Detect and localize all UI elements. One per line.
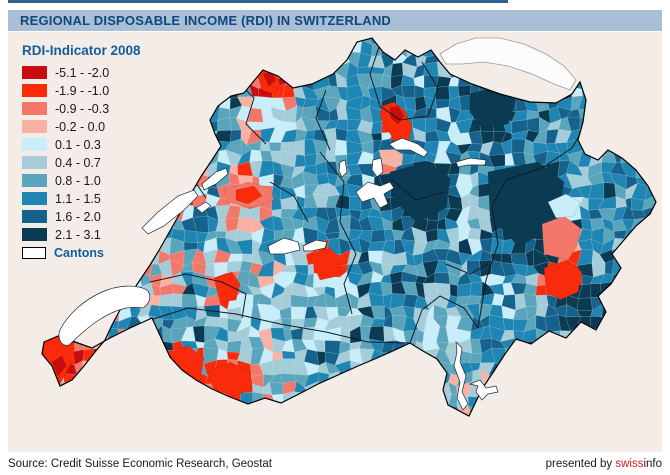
legend-label: -1.9 - -1.0 [55, 83, 110, 98]
legend-row: 1.1 - 1.5 [22, 191, 141, 206]
legend-swatch [22, 102, 47, 115]
lake-constance [439, 37, 577, 91]
source-text: Source: Credit Suisse Economic Research,… [8, 457, 272, 470]
canton-border [319, 151, 357, 315]
lake-thun [267, 237, 301, 255]
lake-biel [201, 167, 229, 191]
legend-swatch [22, 192, 47, 205]
legend-label: -0.9 - -0.3 [55, 101, 110, 116]
lake-zug [371, 157, 384, 178]
cantons-label: Cantons [54, 245, 104, 260]
top-stripe [8, 0, 508, 3]
region-geneva-darkred [51, 355, 67, 377]
presented-by: presented by swissinfo [546, 458, 662, 470]
canton-border [369, 43, 439, 121]
legend-swatch [22, 120, 47, 133]
legend-row: 1.6 - 2.0 [22, 209, 141, 224]
legend-label: -0.2 - 0.0 [55, 119, 106, 134]
presented-by-label: presented by [545, 457, 616, 470]
legend-label: 0.1 - 0.3 [55, 137, 101, 152]
page-title: REGIONAL DISPOSABLE INCOME (RDI) IN SWIT… [20, 13, 391, 28]
region-engadin-cyan [547, 193, 581, 219]
lake-murten [195, 201, 212, 214]
legend: RDI-Indicator 2008 -5.1 - -2.0 -1.9 - -1.… [22, 43, 141, 264]
canton-border [477, 179, 507, 329]
legend-label: 0.4 - 0.7 [55, 155, 101, 170]
legend-swatch [22, 84, 47, 97]
legend-swatch [22, 66, 47, 79]
legend-row: -0.2 - 0.0 [22, 119, 141, 134]
canton-border [391, 179, 445, 201]
map-area: RDI-Indicator 2008 -5.1 - -2.0 -1.9 - -1.… [8, 32, 662, 452]
legend-swatch [22, 228, 47, 241]
canton-border [269, 181, 309, 223]
legend-row: 2.1 - 3.1 [22, 227, 141, 242]
region-chateau-doex-red [213, 271, 241, 303]
legend-label: 0.8 - 1.0 [55, 173, 101, 188]
legend-row: -1.9 - -1.0 [22, 83, 141, 98]
legend-rows: -5.1 - -2.0 -1.9 - -1.0 -0.9 - -0.3 -0.2 - … [22, 65, 141, 242]
region-biel-red [235, 185, 263, 205]
legend-swatch [22, 156, 47, 169]
legend-row: 0.8 - 1.0 [22, 173, 141, 188]
lake-geneva [58, 285, 151, 346]
region-schwyz-dark [389, 161, 451, 223]
legend-row: -5.1 - -2.0 [22, 65, 141, 80]
canton-border [149, 273, 247, 319]
legend-label: 2.1 - 3.1 [55, 227, 101, 242]
legend-row-cantons: Cantons [22, 245, 141, 260]
canton-border [409, 295, 479, 344]
legend-swatch [22, 210, 47, 223]
legend-swatch [22, 138, 47, 151]
lake-lucerne [355, 181, 395, 209]
title-bar: REGIONAL DISPOSABLE INCOME (RDI) IN SWIT… [8, 10, 662, 31]
legend-row: 0.4 - 0.7 [22, 155, 141, 170]
legend-label: 1.6 - 2.0 [55, 209, 101, 224]
lake-sarnen [338, 159, 348, 178]
legend-label: -5.1 - -2.0 [55, 65, 110, 80]
brand-swiss: swiss [615, 457, 644, 470]
lake-lugano [468, 379, 499, 401]
lake-walensee [455, 157, 487, 168]
canton-border [445, 263, 489, 275]
legend-row: -0.9 - -0.3 [22, 101, 141, 116]
lake-brienz [302, 239, 328, 252]
lake-neuchatel [141, 189, 199, 235]
lake-zurich [388, 137, 429, 158]
brand-info: info [643, 457, 662, 470]
cantons-swatch [22, 246, 46, 259]
region-lenk-red [309, 247, 343, 281]
canton-border [315, 89, 331, 151]
switzerland-choropleth-map [41, 37, 657, 417]
legend-title: RDI-Indicator 2008 [22, 43, 141, 58]
lake-maggiore [453, 341, 469, 411]
footer: Source: Credit Suisse Economic Research,… [8, 452, 662, 475]
legend-swatch [22, 174, 47, 187]
canton-border [143, 307, 411, 344]
legend-row: 0.1 - 0.3 [22, 137, 141, 152]
legend-label: 1.1 - 1.5 [55, 191, 101, 206]
